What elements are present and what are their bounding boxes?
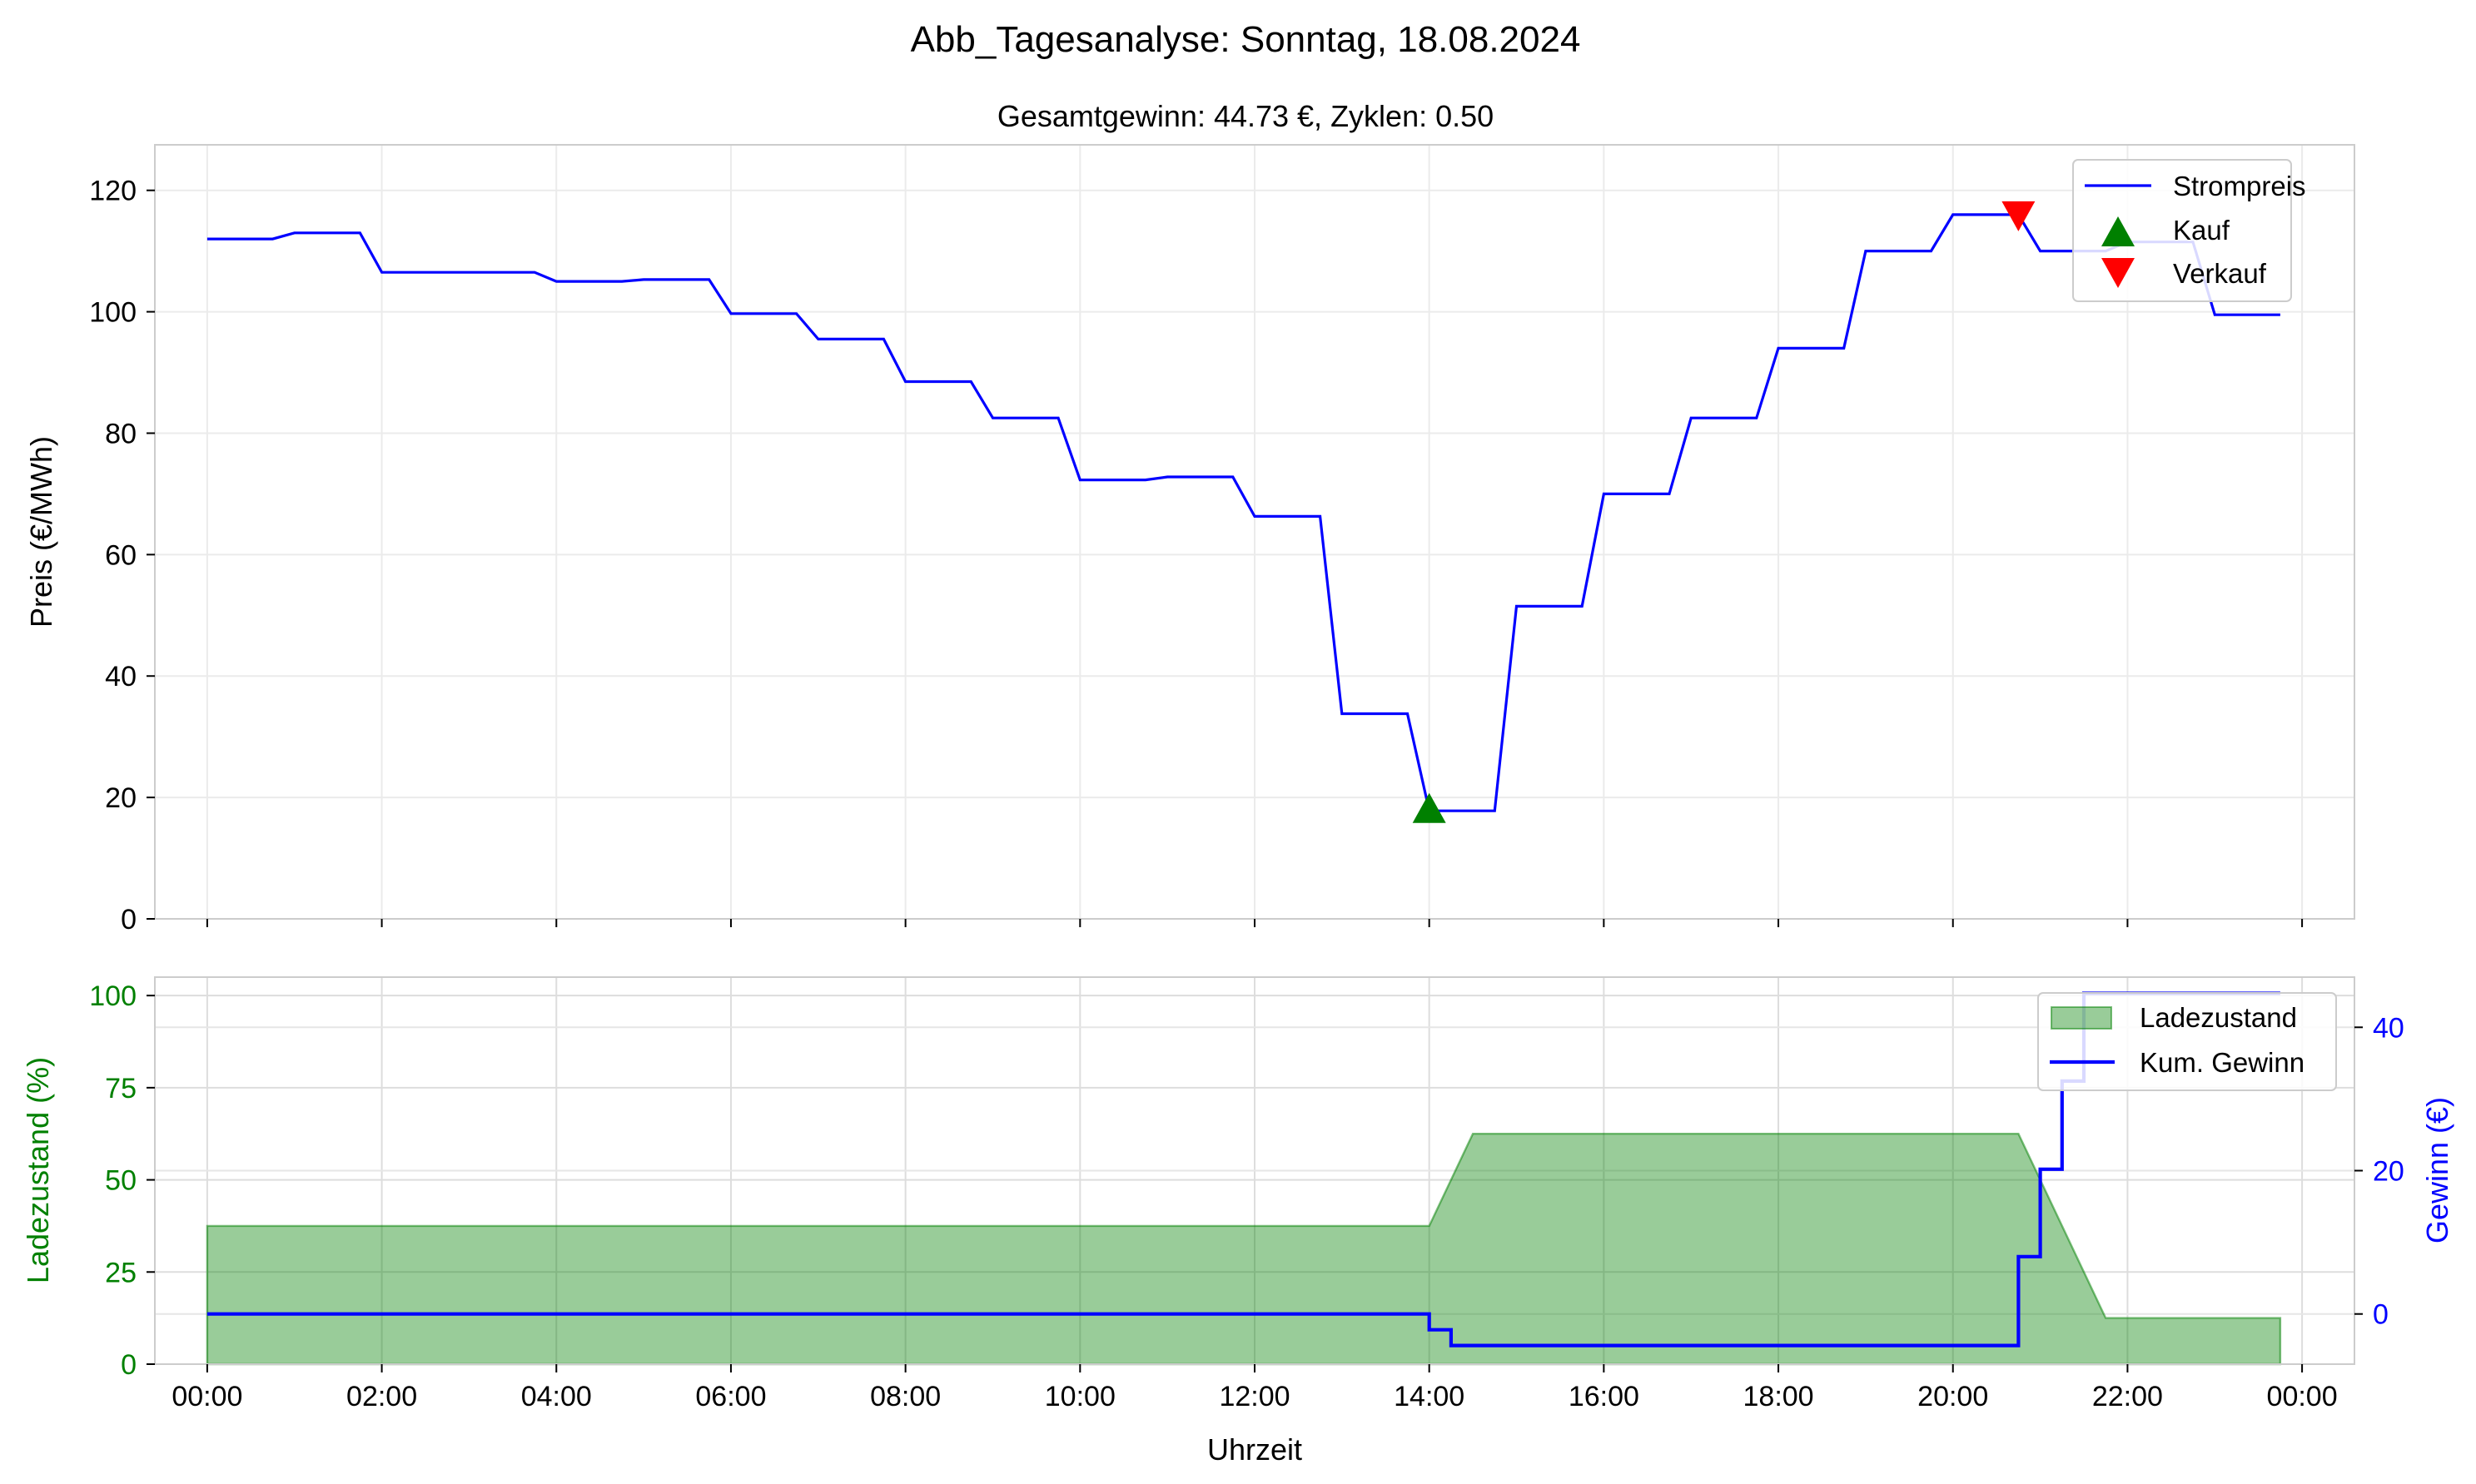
legend-verkauf-swatch xyxy=(2101,258,2135,288)
soc-y-tick-label: 0 xyxy=(121,1349,137,1381)
soc-x-tick-label: 16:00 xyxy=(1569,1381,1639,1412)
soc-y-tick-label: 75 xyxy=(105,1073,137,1104)
soc-y-tick-label: 100 xyxy=(89,980,137,1012)
strompreis-series-line xyxy=(206,213,2280,812)
price-chart-ylabel: Preis (€/MWh) xyxy=(24,436,58,628)
price-y-tick-label: 80 xyxy=(105,418,137,449)
soc-chart-ylabel-right: Gewinn (€) xyxy=(2420,1097,2454,1243)
legend-kauf-label: Kauf xyxy=(2173,215,2230,246)
price-y-tick-label: 0 xyxy=(121,904,137,936)
soc-chart-x-ticks: 00:00 02:00 04:00 06:00 08:00 10:00 12:00 14:00… xyxy=(172,1364,2338,1412)
soc-x-tick-label: 20:00 xyxy=(1917,1381,1988,1412)
legend-verkauf-label: Verkauf xyxy=(2173,258,2267,289)
price-chart: Gesamtgewinn: 44.73 €, Zyklen: 0.50 0 20 4… xyxy=(24,99,2355,936)
legend-ladezustand-swatch xyxy=(2051,1006,2112,1030)
price-chart-title: Gesamtgewinn: 44.73 €, Zyklen: 0.50 xyxy=(997,99,1494,133)
soc-chart-legend-box xyxy=(2037,992,2337,1091)
soc-x-tick-label: 00:00 xyxy=(2267,1381,2338,1412)
price-chart-x-ticks xyxy=(206,919,2304,927)
soc-x-tick-label: 10:00 xyxy=(1045,1381,1116,1412)
soc-y-tick-label: 25 xyxy=(105,1257,137,1288)
soc-chart-legend: Ladezustand Kum. Gewinn xyxy=(2037,992,2337,1091)
price-y-tick-label: 20 xyxy=(105,782,137,814)
price-chart-grid xyxy=(155,145,2354,920)
legend-strompreis-label: Strompreis xyxy=(2173,171,2306,201)
ladezustand-area xyxy=(206,1133,2282,1366)
price-chart-y-ticks: 0 20 40 60 80 100 120 xyxy=(89,176,155,936)
figure-suptitle: Abb_Tagesanalyse: Sonntag, 18.08.2024 xyxy=(911,19,1581,60)
soc-chart: 00:00 02:00 04:00 06:00 08:00 10:00 12:00 14:00… xyxy=(21,976,2454,1467)
price-y-tick-label: 100 xyxy=(89,297,137,329)
legend-kauf-swatch xyxy=(2101,216,2135,246)
soc-y-tick-label: 50 xyxy=(105,1165,137,1197)
soc-chart-xlabel: Uhrzeit xyxy=(1207,1432,1302,1467)
legend-kum-gewinn-label: Kum. Gewinn xyxy=(2140,1047,2304,1078)
kauf-marker xyxy=(1412,792,1446,823)
soc-chart-y-ticks-right: 0 20 40 xyxy=(2354,1012,2404,1331)
price-y-tick-label: 60 xyxy=(105,539,137,571)
profit-y-tick-label: 20 xyxy=(2373,1156,2404,1188)
soc-x-tick-label: 22:00 xyxy=(2092,1381,2163,1412)
legend-ladezustand-label: Ladezustand xyxy=(2140,1002,2297,1033)
soc-x-tick-label: 14:00 xyxy=(1394,1381,1464,1412)
price-y-tick-label: 120 xyxy=(89,176,137,207)
verkauf-marker xyxy=(2001,201,2036,231)
soc-x-tick-label: 02:00 xyxy=(346,1381,417,1412)
soc-x-tick-label: 04:00 xyxy=(521,1381,592,1412)
soc-chart-y-ticks-left: 0 25 50 75 100 xyxy=(89,980,155,1381)
soc-x-tick-label: 06:00 xyxy=(695,1381,766,1412)
soc-x-tick-label: 18:00 xyxy=(1743,1381,1814,1412)
soc-x-tick-label: 08:00 xyxy=(870,1381,941,1412)
soc-x-tick-label: 12:00 xyxy=(1219,1381,1290,1412)
profit-y-tick-label: 0 xyxy=(2373,1299,2389,1331)
price-chart-legend: Strompreis Kauf Verkauf xyxy=(2072,159,2306,302)
profit-y-tick-label: 40 xyxy=(2373,1012,2404,1044)
price-y-tick-label: 40 xyxy=(105,661,137,692)
soc-x-tick-label: 00:00 xyxy=(172,1381,242,1412)
soc-chart-ylabel-left: Ladezustand (%) xyxy=(21,1057,55,1283)
